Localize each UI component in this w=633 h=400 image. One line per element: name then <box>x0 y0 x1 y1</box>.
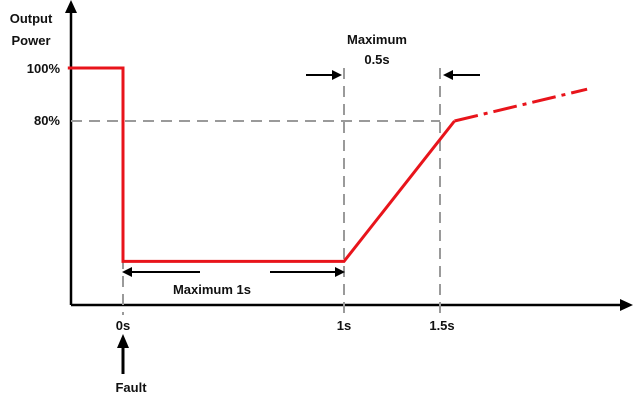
y-tick-label-80: 80% <box>34 113 60 128</box>
y-axis-label-line2: Power <box>11 33 50 48</box>
max-0-5s-label-line1: Maximum <box>347 32 407 47</box>
fault-arrow-head <box>117 334 129 348</box>
x-axis-arrowhead <box>620 299 633 311</box>
fault-label: Fault <box>115 380 147 395</box>
x-tick-label-0s: 0s <box>116 318 130 333</box>
output-power-curve-extension <box>454 87 588 123</box>
output-power-curve <box>67 66 456 263</box>
y-axis-arrowhead <box>65 0 77 13</box>
y-tick-label-100: 100% <box>27 61 61 76</box>
x-tick-label-1-5s: 1.5s <box>429 318 454 333</box>
x-tick-label-1s: 1s <box>337 318 351 333</box>
max-0-5s-label-line2: 0.5s <box>364 52 389 67</box>
max-1s-label: Maximum 1s <box>173 282 251 297</box>
y-axis-label-line1: Output <box>10 11 53 26</box>
